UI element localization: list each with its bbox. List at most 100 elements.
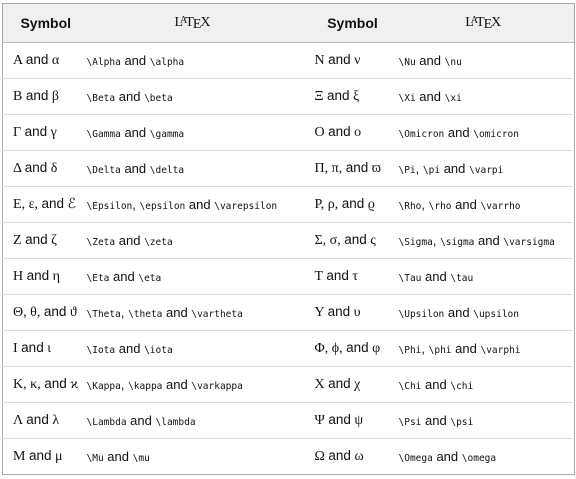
- latex-command-cell: \Sigma, \sigma and \varsigma: [392, 222, 575, 259]
- greek-symbol: ϰ: [70, 377, 79, 392]
- and-connector: and: [24, 160, 48, 175]
- symbol-cell: Υ and υ: [304, 294, 393, 331]
- and-connector: and: [43, 304, 67, 319]
- latex-command: \Alpha: [86, 57, 121, 68]
- table-row: Η and η \Eta and \eta Τ and τ \Tau and \tau: [2, 258, 575, 295]
- and-connector: and: [447, 305, 470, 320]
- and-connector: and: [118, 341, 141, 356]
- symbol-cell: Λ and λ: [2, 402, 81, 439]
- and-connector: and: [188, 197, 211, 212]
- latex-command: \Sigma: [398, 237, 433, 248]
- and-connector: and: [327, 304, 351, 319]
- greek-symbol: δ: [50, 161, 58, 176]
- greek-symbol: Μ: [13, 449, 26, 464]
- and-connector: and: [346, 340, 369, 355]
- symbol-cell: Ζ and ζ: [2, 222, 81, 259]
- greek-symbol: Ω: [314, 449, 325, 464]
- symbol-cell: Ν and ν: [304, 42, 393, 79]
- greek-symbol: Ξ: [314, 89, 324, 104]
- greek-symbol: Τ: [314, 269, 323, 284]
- symbol-cell: Η and η: [2, 258, 81, 295]
- greek-symbol: ψ: [354, 413, 364, 428]
- and-connector: and: [328, 52, 351, 67]
- latex-command-cell: \Tau and \tau: [392, 258, 575, 295]
- latex-command-cell: \Omicron and \omicron: [392, 114, 575, 151]
- symbol-cell: Θ, θ, and ϑ: [2, 294, 81, 331]
- symbol-cell: Μ and μ: [2, 438, 81, 475]
- greek-symbol: α: [51, 53, 60, 68]
- latex-command: \xi: [444, 93, 462, 104]
- greek-symbol: Ο: [314, 125, 325, 140]
- latex-command: \psi: [450, 417, 474, 428]
- and-connector: and: [26, 268, 50, 283]
- latex-command: \alpha: [149, 57, 185, 68]
- symbol-cell: Κ, κ, and ϰ: [2, 366, 81, 403]
- and-connector: and: [166, 305, 188, 320]
- latex-command: \Delta: [86, 165, 121, 176]
- latex-command: \Beta: [86, 93, 116, 104]
- and-connector: and: [425, 413, 447, 428]
- latex-command: \Omega: [398, 453, 433, 464]
- symbol-cell: Φ, ϕ, and φ: [304, 330, 393, 367]
- greek-symbol: ℰ: [67, 197, 76, 212]
- symbol-column-header: Symbol: [2, 3, 81, 43]
- latex-command: \pi: [422, 165, 441, 176]
- and-connector: and: [455, 197, 477, 212]
- latex-command: \phi: [428, 345, 452, 356]
- and-connector: and: [166, 377, 188, 392]
- greek-symbol: μ: [54, 449, 63, 464]
- greek-symbol: κ: [30, 377, 38, 392]
- symbol-cell: Ω and ω: [304, 438, 393, 475]
- greek-symbol: χ: [354, 377, 361, 392]
- and-connector: and: [341, 196, 365, 211]
- greek-symbol: Γ: [13, 125, 22, 140]
- symbol-cell: Ο and ο: [304, 114, 393, 151]
- latex-command: \varkappa: [191, 381, 243, 392]
- greek-symbol: π: [331, 161, 339, 176]
- latex-command-cell: \Beta and \beta: [80, 78, 305, 115]
- greek-symbol: ξ: [353, 89, 360, 104]
- greek-symbol: ϑ: [69, 305, 77, 320]
- and-connector: and: [436, 449, 459, 464]
- and-connector: and: [28, 448, 52, 463]
- latex-command-cell: \Lambda and \lambda: [80, 402, 305, 439]
- latex-command-cell: \Alpha and \alpha: [80, 42, 305, 79]
- table-row: Θ, θ, and ϑ \Theta, \theta and \vartheta Υ…: [2, 294, 575, 331]
- symbol-cell: Ψ and ψ: [304, 402, 393, 439]
- greek-symbol: Ρ: [314, 197, 321, 212]
- and-connector: and: [44, 376, 67, 391]
- latex-command-cell: \Phi, \phi and \varphi: [392, 330, 575, 367]
- greek-symbol: σ: [329, 233, 338, 248]
- and-connector: and: [455, 341, 477, 356]
- latex-command-cell: \Xi and \xi: [392, 78, 575, 115]
- latex-column-header-2: LATEX: [392, 3, 575, 43]
- and-connector: and: [327, 88, 350, 103]
- greek-symbol: Π: [314, 161, 325, 176]
- greek-symbol: Ν: [314, 53, 325, 68]
- symbol-cell: Τ and τ: [304, 258, 393, 295]
- and-connector: and: [24, 124, 48, 139]
- latex-command-cell: \Nu and \nu: [392, 42, 575, 79]
- greek-symbol: Ζ: [13, 233, 22, 248]
- latex-command-cell: \Eta and \eta: [80, 258, 305, 295]
- latex-command: \omega: [461, 453, 497, 464]
- and-connector: and: [419, 53, 441, 68]
- table-row: Ι and ι \Iota and \iota Φ, ϕ, and φ \Phi, \…: [2, 330, 575, 367]
- latex-command: \zeta: [144, 237, 173, 248]
- and-connector: and: [447, 125, 470, 140]
- greek-symbol: ζ: [51, 233, 57, 248]
- latex-command: \Chi: [398, 381, 422, 392]
- table-body: Α and α \Alpha and \alpha Ν and ν \Nu and \…: [2, 42, 575, 475]
- symbol-cell: Π, π, and ϖ: [304, 150, 393, 187]
- and-connector: and: [326, 268, 349, 283]
- latex-command-cell: \Upsilon and \upsilon: [392, 294, 575, 331]
- latex-command: \Theta: [86, 309, 121, 320]
- greek-symbol: Υ: [314, 305, 325, 320]
- latex-command: \Upsilon: [398, 309, 445, 320]
- table-row: Λ and λ \Lambda and \lambda Ψ and ψ \Psi an…: [2, 402, 575, 439]
- and-connector: and: [41, 196, 64, 211]
- latex-command-cell: \Omega and \omega: [392, 438, 575, 475]
- table-row: Μ and μ \Mu and \mu Ω and ω \Omega and \ome…: [2, 438, 575, 475]
- symbol-cell: Δ and δ: [2, 150, 81, 187]
- greek-symbol: Δ: [13, 161, 22, 176]
